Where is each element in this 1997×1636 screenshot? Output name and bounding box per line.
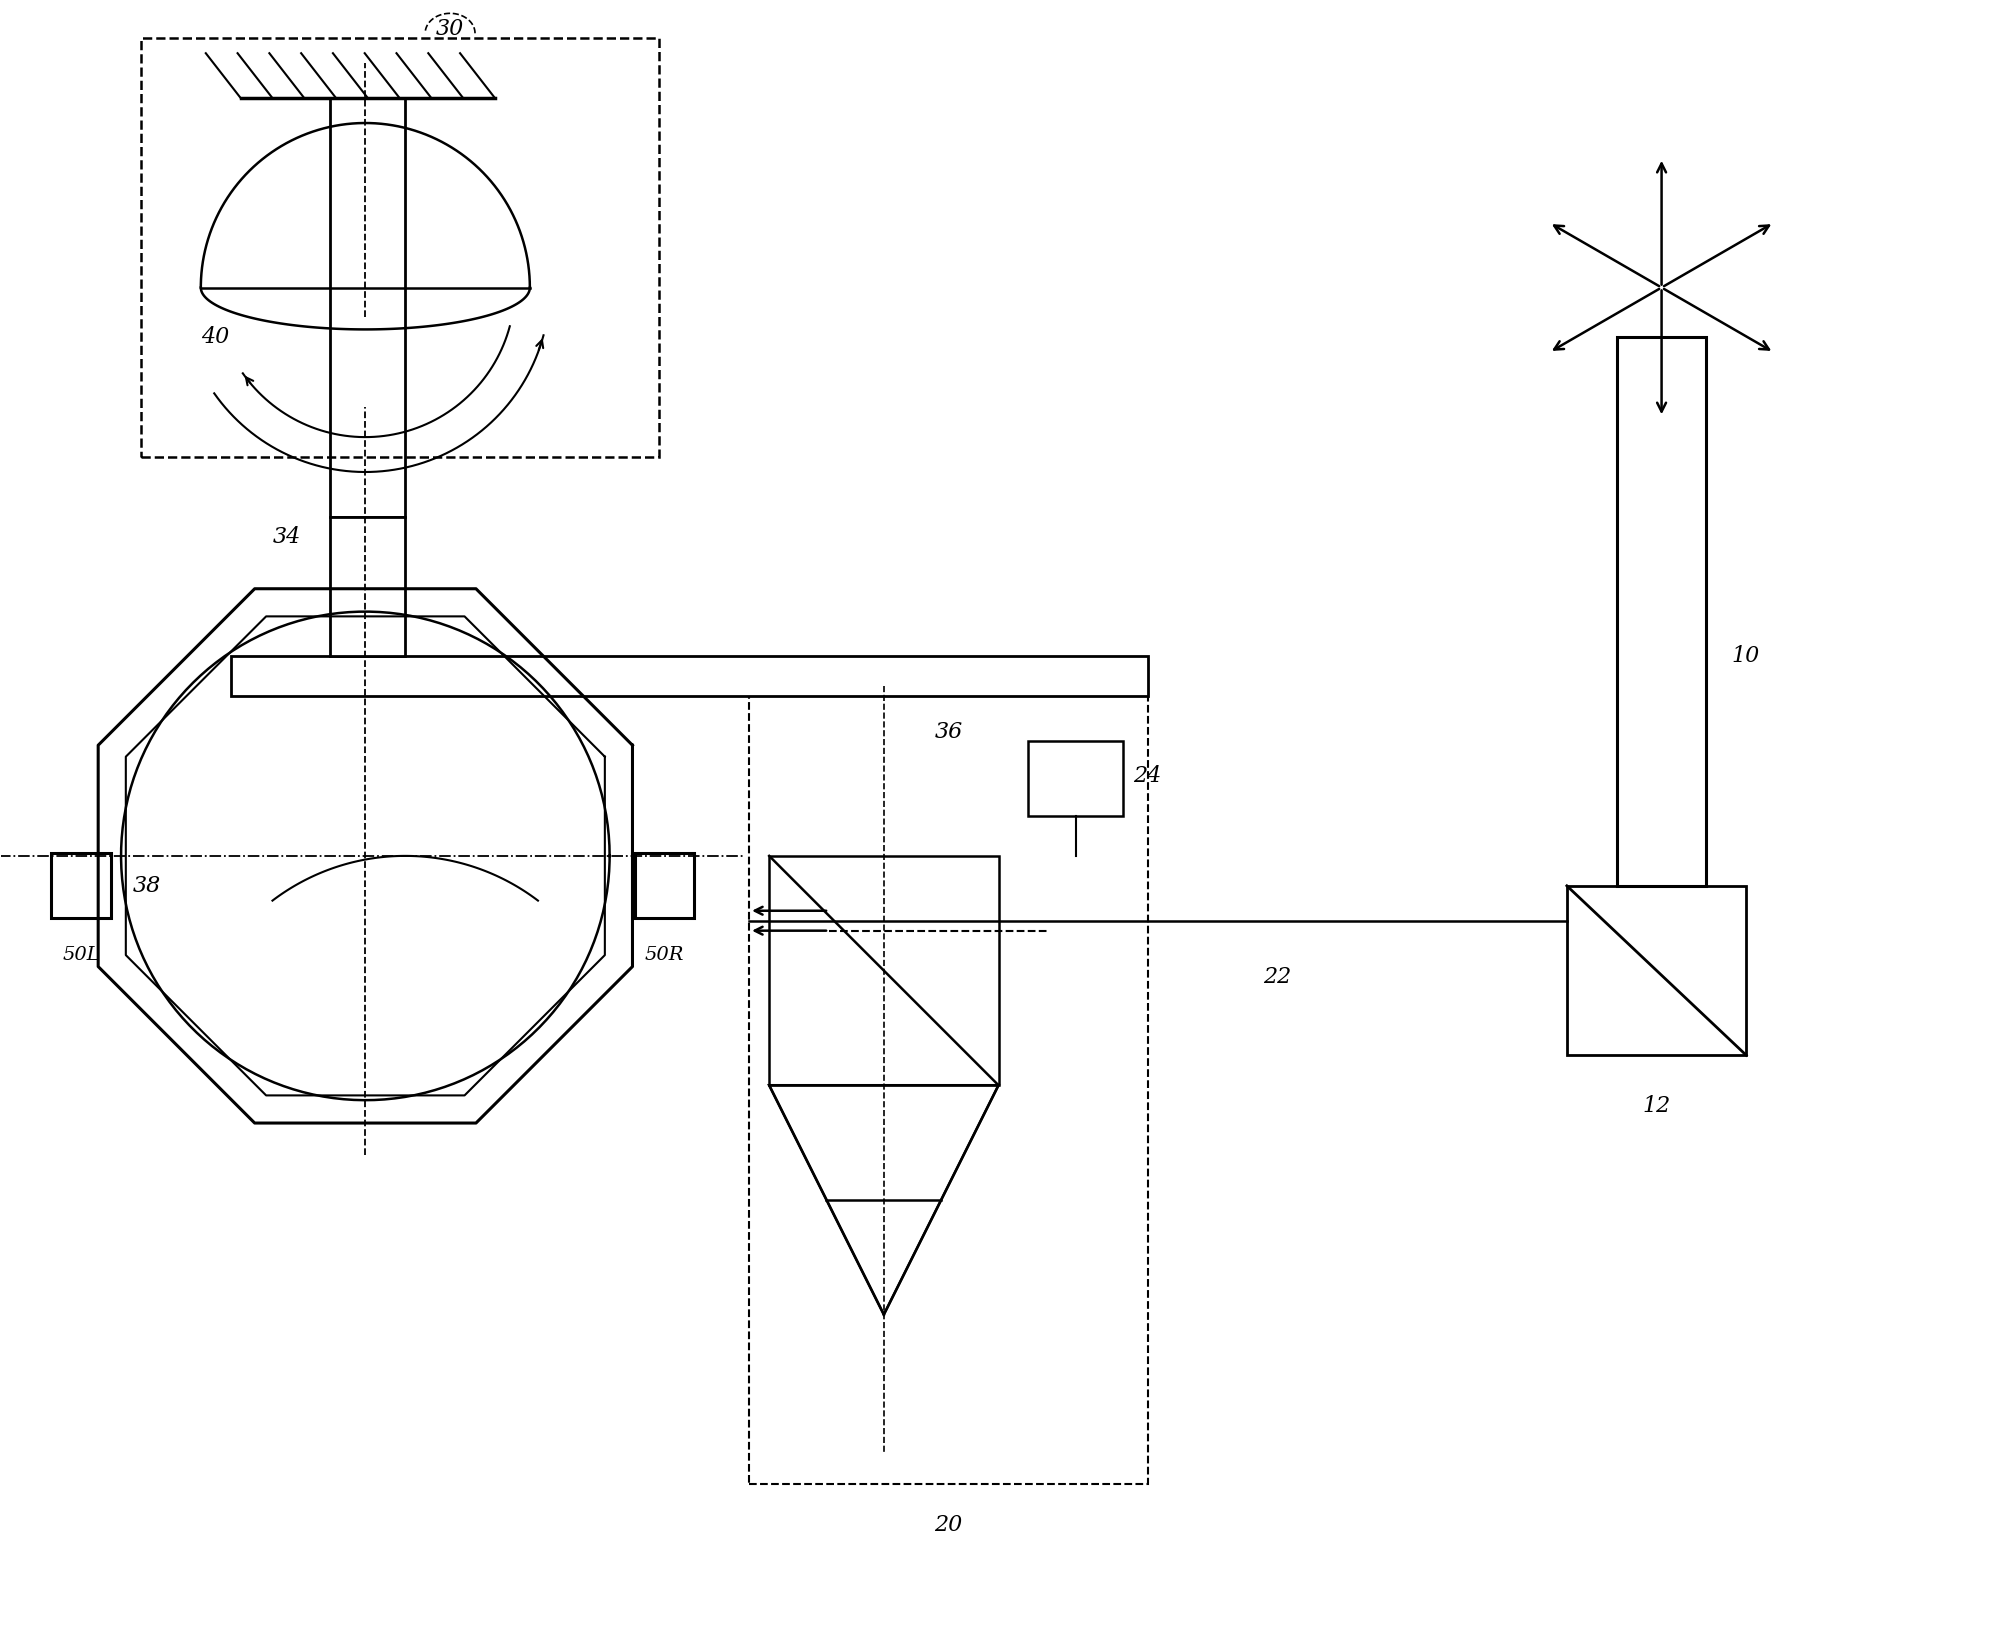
Bar: [749, 687, 1148, 1484]
Text: 50R: 50R: [645, 946, 685, 964]
Text: 36: 36: [935, 721, 963, 743]
Bar: [330, 98, 405, 517]
Bar: [232, 656, 1148, 697]
Text: 30: 30: [435, 18, 463, 41]
Bar: [1618, 337, 1707, 885]
Bar: [142, 38, 659, 456]
Bar: [52, 854, 112, 918]
Text: 24: 24: [1132, 766, 1162, 787]
Bar: [635, 854, 695, 918]
Text: 10: 10: [1731, 646, 1759, 667]
Text: 20: 20: [935, 1513, 963, 1536]
Text: 34: 34: [272, 525, 300, 548]
Text: 22: 22: [1264, 965, 1292, 988]
Bar: [1028, 741, 1122, 816]
Bar: [330, 517, 405, 656]
Text: 50L: 50L: [62, 946, 100, 964]
Text: 38: 38: [132, 875, 162, 897]
Text: 40: 40: [202, 327, 230, 348]
Bar: [1568, 885, 1745, 1055]
Bar: [769, 856, 998, 1085]
Text: 12: 12: [1642, 1094, 1671, 1117]
